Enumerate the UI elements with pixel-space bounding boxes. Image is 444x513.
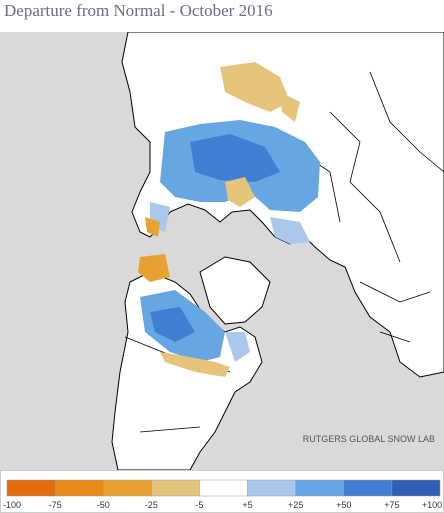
legend-label: -75 <box>49 500 62 510</box>
borders <box>299 71 444 343</box>
legend-label: +5 <box>242 500 252 510</box>
legend-label: -5 <box>195 500 203 510</box>
map: RUTGERS GLOBAL SNOW LAB <box>0 32 444 470</box>
legend-swatch <box>295 479 345 497</box>
legend-label: -25 <box>145 500 158 510</box>
legend-label: +100 <box>422 500 442 510</box>
legend-label: -100 <box>3 500 21 510</box>
credit: RUTGERS GLOBAL SNOW LAB <box>303 434 435 444</box>
legend-label: +25 <box>288 500 303 510</box>
legend-swatch <box>343 479 393 497</box>
legend-label: +50 <box>336 500 351 510</box>
legend: -100 -75 -50 -25 -5 +5 +25 +50 +75 +100 <box>0 470 444 513</box>
title: Departure from Normal - October 2016 <box>4 1 273 20</box>
legend-swatch <box>6 479 56 497</box>
greenland <box>199 256 271 325</box>
legend-swatch <box>54 479 104 497</box>
legend-label: -50 <box>97 500 110 510</box>
legend-swatch <box>102 479 152 497</box>
legend-swatch <box>391 479 441 497</box>
legend-swatch <box>199 479 248 497</box>
anomalies <box>138 62 320 377</box>
legend-swatch <box>151 479 200 497</box>
legend-swatch <box>247 479 296 497</box>
legend-label: +75 <box>384 500 399 510</box>
